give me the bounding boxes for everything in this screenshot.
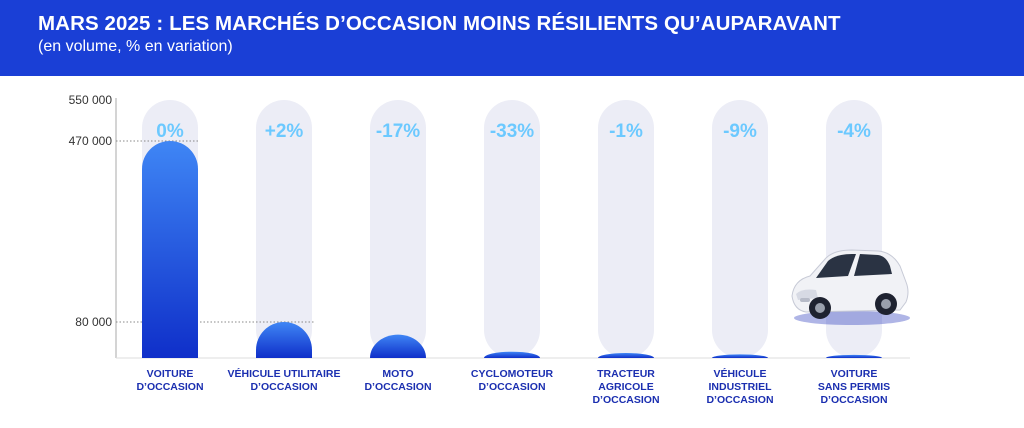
pill-background (256, 100, 312, 358)
pill-background (370, 100, 426, 358)
percent-label: 0% (156, 121, 184, 142)
percent-label: -33% (490, 121, 534, 142)
category-label-line: SANS PERMIS (817, 381, 891, 393)
percent-label: -9% (723, 121, 757, 142)
category-label-line: VOITURE (830, 368, 878, 380)
category-label-line: D’OCCASION (364, 381, 432, 393)
category-label: VOITURE SANS PERMIS D’OCCASION (789, 368, 919, 407)
chart-title: MARS 2025 : LES MARCHÉS D’OCCASION MOINS… (38, 12, 841, 35)
category-label-line: MOTO (382, 368, 414, 380)
category-label: VÉHICULE UTILITAIRE D’OCCASION (219, 368, 349, 394)
percent-label: +2% (265, 121, 304, 142)
category-label-line: D’OCCASION (478, 381, 546, 393)
category-label: VOITURE D’OCCASION (105, 368, 235, 394)
percent-label: -1% (609, 121, 643, 142)
bar (370, 334, 426, 358)
bar (598, 353, 654, 358)
percent-label: -17% (376, 121, 420, 142)
car-illustration (791, 249, 910, 325)
bar (256, 322, 312, 358)
category-label-line: CYCLOMOTEUR (470, 368, 554, 380)
category-label-line: D’OCCASION (250, 381, 318, 393)
category-label: MOTO D’OCCASION (333, 368, 463, 394)
y-tick-label: 550 000 (69, 93, 113, 107)
bar (826, 354, 882, 358)
category-label-line: TRACTEUR (597, 368, 655, 380)
pill-background (712, 100, 768, 358)
category-label: CYCLOMOTEUR D’OCCASION (447, 368, 577, 394)
category-label-line: VOITURE (146, 368, 194, 380)
y-tick-label: 470 000 (69, 134, 113, 148)
category-label: TRACTEUR AGRICOLE D’OCCASION (561, 368, 691, 407)
bar (712, 354, 768, 358)
category-label-line: VÉHICULE (713, 368, 767, 380)
chart-subtitle: (en volume, % en variation) (38, 38, 233, 55)
category-label-line: D’OCCASION (592, 394, 660, 406)
header-banner: MARS 2025 : LES MARCHÉS D’OCCASION MOINS… (0, 0, 1024, 76)
percent-label: -4% (837, 121, 871, 142)
category-label-line: D’OCCASION (136, 381, 204, 393)
category-label-line: D’OCCASION (820, 394, 888, 406)
category-label-line: INDUSTRIEL (708, 381, 772, 393)
category-label-line: AGRICOLE (598, 381, 654, 393)
pill-background (484, 100, 540, 358)
bar (484, 351, 540, 358)
bar (142, 141, 198, 358)
category-label-line: D’OCCASION (706, 394, 774, 406)
category-label-line: VÉHICULE UTILITAIRE (227, 368, 341, 380)
y-tick-label: 80 000 (75, 315, 112, 329)
pill-background (598, 100, 654, 358)
category-label: VÉHICULE INDUSTRIEL D’OCCASION (675, 368, 805, 407)
